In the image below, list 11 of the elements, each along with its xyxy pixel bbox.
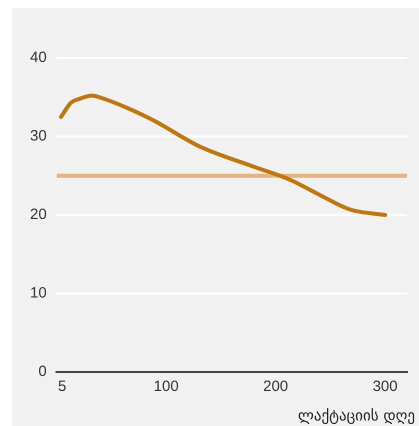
y-tick-label: 0 — [38, 363, 47, 380]
x-axis-title: ლაქტაციის დღე — [298, 406, 415, 424]
y-tick-label: 30 — [30, 128, 47, 145]
x-tick-label: 100 — [154, 378, 179, 396]
y-tick-label: 20 — [30, 206, 47, 224]
y-tick-label: 10 — [30, 284, 47, 302]
x-tick-label: 300 — [372, 378, 398, 396]
x-tick-label: 5 — [58, 378, 66, 396]
line-series — [59, 94, 388, 217]
x-tick-label: 200 — [263, 378, 288, 396]
y-tick-label: 40 — [30, 49, 47, 66]
